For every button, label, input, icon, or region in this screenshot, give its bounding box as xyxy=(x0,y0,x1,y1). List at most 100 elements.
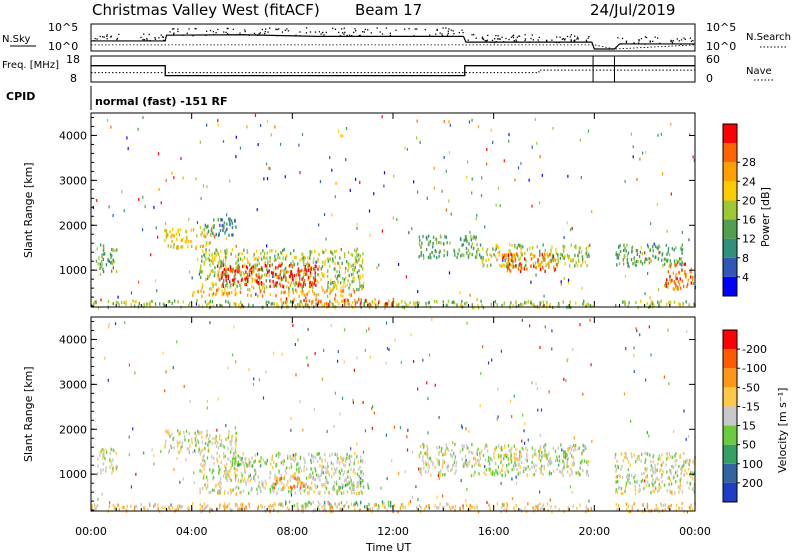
power-cell xyxy=(186,241,188,245)
noise-dot xyxy=(106,35,108,37)
power-cell xyxy=(544,258,546,263)
velocity-cell xyxy=(422,442,424,447)
velocity-cell xyxy=(109,465,111,469)
velocity-cell xyxy=(302,484,304,489)
power-cell xyxy=(360,301,362,305)
power-cell xyxy=(452,300,455,304)
velocity-cell xyxy=(331,487,334,491)
power-cell xyxy=(673,248,675,252)
power-cell xyxy=(199,244,202,249)
power-cell xyxy=(133,304,136,308)
velocity-cell xyxy=(497,453,500,457)
velocity-cell xyxy=(333,481,336,485)
power-cell xyxy=(665,258,668,263)
power-cell xyxy=(439,249,441,253)
velocity-cell xyxy=(165,439,167,443)
power-cell xyxy=(266,251,269,255)
velocity-cell xyxy=(533,463,535,467)
velocity-speck xyxy=(550,472,552,476)
velocity-cell xyxy=(508,449,510,453)
velocity-cell xyxy=(656,489,659,493)
power-cell xyxy=(241,252,243,256)
power-cell xyxy=(190,244,193,249)
velocity-speck xyxy=(352,398,354,402)
velocity-cell xyxy=(656,468,658,472)
power-cell xyxy=(263,290,265,294)
velocity-speck xyxy=(411,495,414,499)
power-cell xyxy=(235,266,238,270)
velocity-cell xyxy=(216,459,219,463)
velocity-speck xyxy=(578,471,580,475)
power-cell xyxy=(676,259,678,263)
velocity-cell xyxy=(638,483,641,488)
power-cell xyxy=(274,281,277,285)
velocity-cell xyxy=(485,468,488,472)
power-cell xyxy=(229,280,231,284)
noise-dot xyxy=(638,39,640,41)
velocity-cell xyxy=(487,459,490,463)
velocity-cell xyxy=(301,504,304,508)
velocity-speck xyxy=(563,377,565,381)
velocity-cell xyxy=(164,506,166,510)
velocity-cell xyxy=(257,507,259,511)
power-cell xyxy=(229,217,231,221)
velocity-cell xyxy=(628,473,630,477)
power-cell xyxy=(634,260,636,265)
velocity-speck xyxy=(511,415,513,419)
power-cell xyxy=(342,277,344,281)
velocity-cell xyxy=(254,472,257,476)
velocity-cell xyxy=(500,473,503,477)
noise-dot xyxy=(227,27,229,30)
power-cell xyxy=(103,252,106,256)
velocity-cell xyxy=(499,447,502,451)
power-cell xyxy=(321,303,323,307)
velocity-cell xyxy=(537,507,539,511)
velocity-cell xyxy=(566,453,568,457)
velocity-cell xyxy=(447,448,450,452)
velocity-cell xyxy=(662,460,664,465)
power-cell xyxy=(173,234,175,238)
power-cell xyxy=(353,290,356,294)
power-cell xyxy=(657,247,659,251)
velocity-cell xyxy=(101,448,103,452)
power-cell xyxy=(213,282,215,286)
velocity-cell xyxy=(627,479,629,483)
power-cell xyxy=(536,245,539,249)
power-cell xyxy=(282,275,285,279)
power-cell xyxy=(346,260,348,264)
power-cell xyxy=(269,256,271,260)
velocity-cell xyxy=(653,483,655,488)
power-cell xyxy=(240,273,242,277)
noise-dot xyxy=(538,41,540,43)
power-cell xyxy=(377,300,380,305)
velocity-speck xyxy=(427,397,429,401)
power-cell xyxy=(357,258,360,262)
power-cell xyxy=(486,248,489,252)
power-cell xyxy=(420,245,422,249)
power-cell xyxy=(490,254,493,258)
power-cell xyxy=(292,300,294,304)
velocity-speck xyxy=(500,349,503,353)
power-cell xyxy=(295,255,297,259)
velocity-cell xyxy=(473,473,475,477)
power-speck xyxy=(630,132,633,136)
velocity-cell xyxy=(188,431,191,435)
power-speck xyxy=(164,304,166,308)
power-speck xyxy=(492,140,494,144)
power-cell xyxy=(526,267,528,271)
velocity-cell xyxy=(232,488,234,492)
power-cell xyxy=(297,270,299,274)
power-ytick-label: 1000 xyxy=(59,264,87,277)
velocity-cell xyxy=(212,456,215,461)
power-cell xyxy=(239,283,241,287)
power-cell xyxy=(337,280,339,284)
velocity-cell xyxy=(224,454,226,458)
velocity-cell xyxy=(361,491,363,495)
power-cell xyxy=(385,302,387,306)
power-cell xyxy=(146,302,148,306)
velocity-cell xyxy=(495,468,497,473)
power-speck xyxy=(331,213,333,217)
power-cell xyxy=(356,261,358,265)
velocity-cell xyxy=(287,480,289,484)
velocity-speck xyxy=(273,351,275,355)
